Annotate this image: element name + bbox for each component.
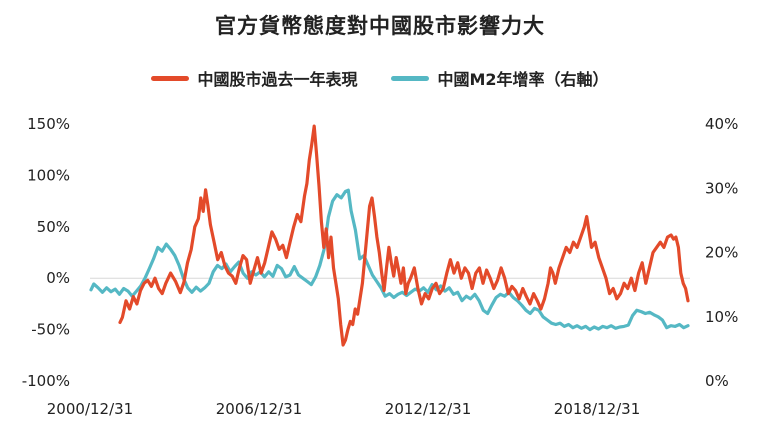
x-axis-ticks: 2000/12/31 2006/12/31 2012/12/31 2018/12/31 <box>47 400 641 418</box>
left-tick-label: 50% <box>37 218 70 236</box>
right-tick-label: 10% <box>705 308 738 326</box>
left-tick-label: 0% <box>46 269 70 287</box>
left-axis-ticks: 150% 100% 50% 0% -50% -100% <box>22 115 70 390</box>
x-tick-label: 2006/12/31 <box>216 400 302 418</box>
legend-swatch-stock <box>151 75 190 81</box>
left-tick-label: 150% <box>27 115 70 133</box>
legend-item-stock: 中國股市過去一年表現 <box>151 66 357 90</box>
left-tick-label: -50% <box>31 321 70 339</box>
series-line-stock <box>118 124 690 347</box>
x-tick-label: 2000/12/31 <box>47 400 133 418</box>
legend-label-m2: 中國M2年增率（右軸） <box>437 70 609 89</box>
x-tick-label: 2012/12/31 <box>385 400 471 418</box>
left-tick-label: 100% <box>27 166 70 184</box>
chart-title: 官方貨幣態度對中國股市影響力大 <box>215 14 545 38</box>
legend: 中國股市過去一年表現 中國M2年增率（右軸） <box>0 66 760 90</box>
legend-label-stock: 中國股市過去一年表現 <box>197 70 358 89</box>
right-tick-label: 40% <box>705 115 738 133</box>
legend-swatch-m2 <box>391 75 430 81</box>
x-tick-label: 2018/12/31 <box>554 400 640 418</box>
right-tick-label: 20% <box>705 244 738 262</box>
legend-item-m2: 中國M2年增率（右軸） <box>391 66 609 90</box>
left-tick-label: -100% <box>22 372 70 390</box>
right-tick-label: 30% <box>705 179 738 197</box>
right-axis-ticks: 40% 30% 20% 10% 0% <box>705 115 738 390</box>
series-line-m2 <box>89 188 690 332</box>
right-tick-label: 0% <box>705 372 729 390</box>
